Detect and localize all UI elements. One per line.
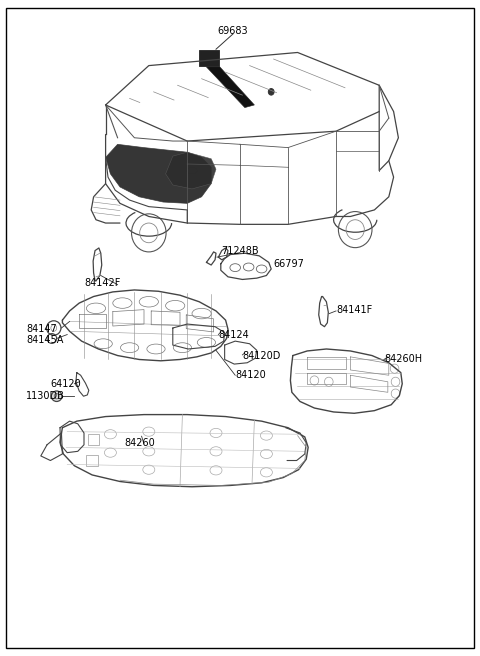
Ellipse shape <box>268 89 274 95</box>
Bar <box>86 455 98 466</box>
Polygon shape <box>206 67 254 108</box>
Text: 84147: 84147 <box>26 324 57 335</box>
Polygon shape <box>106 144 211 203</box>
Text: 69683: 69683 <box>217 26 248 37</box>
Text: 1130DB: 1130DB <box>26 391 65 401</box>
Text: 84141F: 84141F <box>336 304 372 315</box>
Ellipse shape <box>51 391 62 401</box>
Text: 84260H: 84260H <box>384 354 422 365</box>
Text: 64120: 64120 <box>50 379 81 389</box>
Text: 71248B: 71248B <box>221 245 259 256</box>
Polygon shape <box>166 152 216 189</box>
Text: 84120D: 84120D <box>242 350 281 361</box>
Bar <box>88 434 99 445</box>
Text: 84142F: 84142F <box>84 278 120 289</box>
Bar <box>199 50 219 66</box>
Text: 84120: 84120 <box>235 370 266 380</box>
Text: 84124: 84124 <box>218 329 249 340</box>
Text: 84260: 84260 <box>125 438 156 448</box>
Text: 66797: 66797 <box>274 258 304 269</box>
Text: 84145A: 84145A <box>26 335 64 345</box>
